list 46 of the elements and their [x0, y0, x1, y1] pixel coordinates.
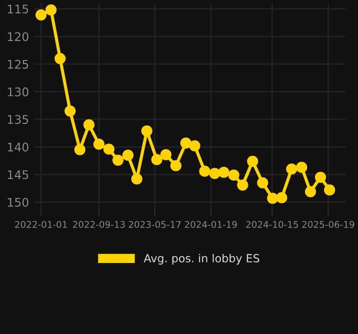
y-tick-label: 130	[8, 87, 28, 96]
point	[141, 125, 152, 136]
point	[228, 170, 240, 181]
point	[35, 9, 47, 20]
point	[237, 179, 248, 191]
point	[218, 166, 230, 178]
x-tick-label: 2022-01-01	[15, 221, 67, 228]
x-tick-label: 2024-01-19	[184, 221, 237, 228]
point	[160, 149, 172, 160]
point	[74, 144, 86, 156]
point	[83, 119, 95, 130]
legend-label: Avg. pos. in lobby ES	[144, 254, 260, 265]
point	[122, 150, 134, 161]
point	[93, 138, 104, 150]
point	[209, 168, 220, 179]
point	[324, 184, 336, 196]
point	[296, 162, 308, 173]
point	[247, 156, 258, 167]
point	[64, 105, 76, 117]
x-tick-label: 2024-10-15	[246, 221, 298, 228]
point	[180, 137, 192, 149]
point	[151, 154, 162, 166]
point	[170, 160, 182, 172]
y-tick-label: 115	[8, 4, 28, 14]
point	[54, 53, 66, 64]
point	[267, 192, 278, 204]
point	[112, 154, 124, 166]
y-tick-label: 140	[8, 142, 28, 152]
point	[257, 177, 268, 188]
x-tick-label: 2022-09-13	[72, 221, 125, 228]
point	[131, 173, 142, 184]
x-tick-label: 2023-05-17	[128, 221, 181, 228]
y-tick-label: 125	[8, 60, 28, 69]
point	[276, 192, 288, 204]
point	[189, 140, 200, 152]
point	[314, 172, 326, 183]
point	[286, 163, 298, 175]
point	[199, 166, 210, 177]
y-tick-label: 120	[8, 32, 28, 42]
point	[304, 186, 316, 198]
y-tick-label: 135	[8, 115, 28, 124]
x-tick-label: 2025-06-19	[302, 221, 354, 228]
point	[103, 144, 114, 155]
y-tick-label: 150	[8, 198, 28, 207]
point	[45, 4, 57, 16]
y-tick-label: 145	[8, 170, 28, 180]
